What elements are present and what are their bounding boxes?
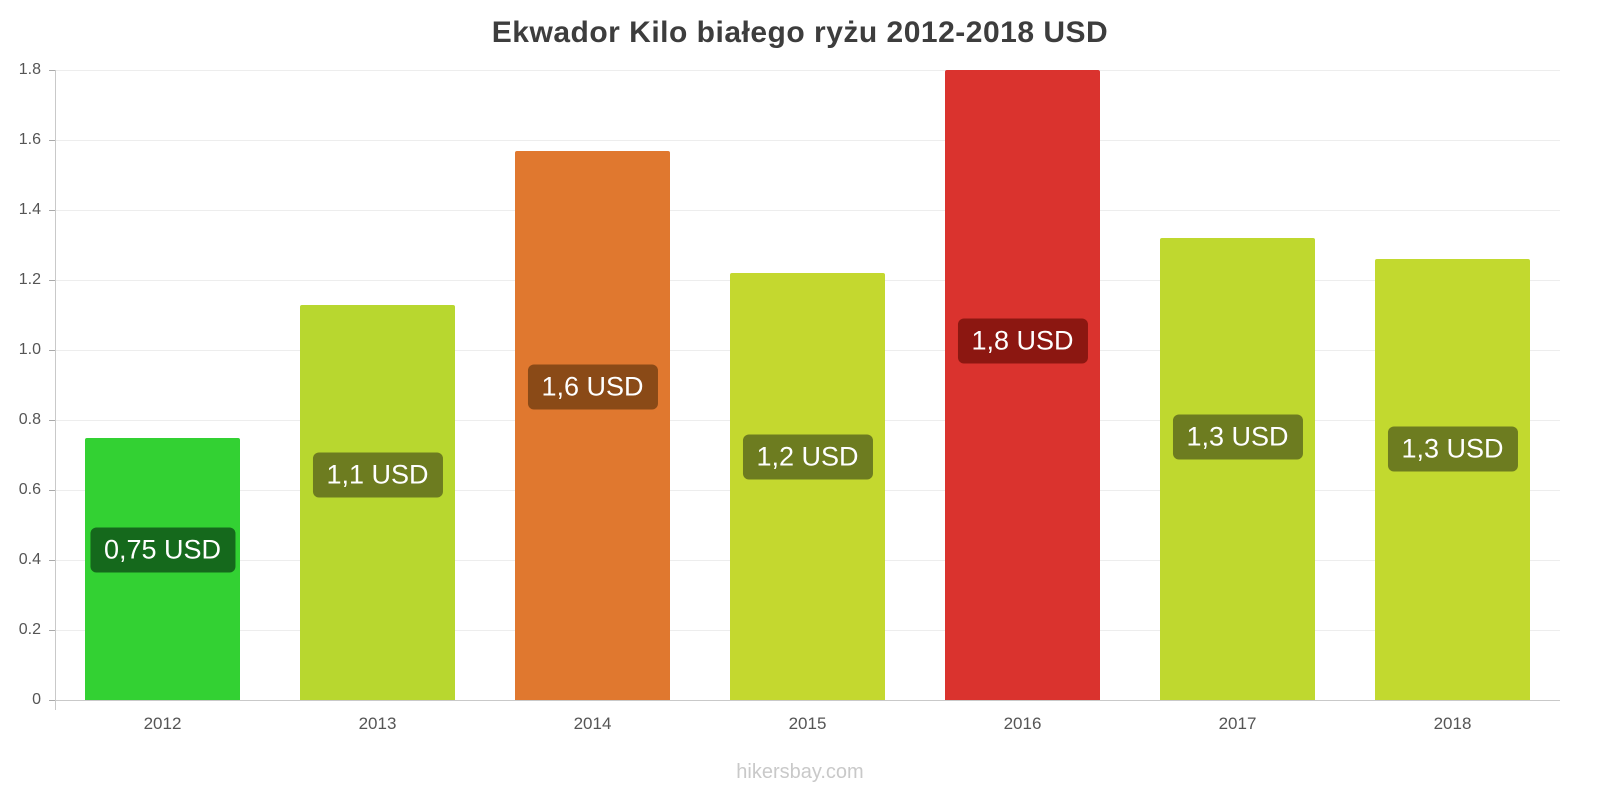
bar-2018: [1375, 259, 1530, 700]
y-tick-mark: [49, 629, 55, 631]
x-axis-line: [55, 700, 1560, 701]
y-tick-mark: [49, 699, 55, 701]
x-tick-label-2012: 2012: [143, 714, 182, 733]
x-tick-label-2017: 2017: [1218, 714, 1257, 733]
y-tick-label: 1.0: [18, 341, 41, 358]
y-tick-mark: [49, 279, 55, 281]
bar-value-label-2014: 1,6 USD: [527, 364, 658, 410]
bar-2016: [945, 70, 1100, 700]
y-tick-label: 0: [32, 691, 41, 708]
y-tick-mark: [49, 139, 55, 141]
y-tick-mark: [49, 69, 55, 71]
gridline: [55, 209, 1560, 211]
bar-2015: [730, 273, 885, 700]
y-tick-label: 1.4: [18, 201, 41, 218]
bar-2017: [1160, 238, 1315, 700]
y-tick-label: 1.8: [18, 61, 41, 78]
y-tick-mark: [49, 349, 55, 351]
y-tick-mark: [49, 559, 55, 561]
bar-value-label-2013: 1,1 USD: [312, 452, 443, 498]
bar-value-label-2018: 1,3 USD: [1387, 426, 1518, 472]
watermark-hikersbay: hikersbay.com: [736, 761, 864, 783]
x-tick-label-2018: 2018: [1433, 714, 1472, 733]
y-tick-label: 0.4: [18, 551, 41, 568]
gridline: [55, 69, 1560, 71]
y-tick-mark: [49, 209, 55, 211]
y-tick-label: 0.2: [18, 621, 41, 638]
y-tick-mark: [49, 489, 55, 491]
x-tick-label-2016: 2016: [1003, 714, 1042, 733]
bar-value-label-2015: 1,2 USD: [742, 434, 873, 480]
bar-value-label-2017: 1,3 USD: [1172, 414, 1303, 460]
gridline: [55, 139, 1560, 141]
y-tick-label: 1.2: [18, 271, 41, 288]
bar-value-label-2012: 0,75 USD: [89, 527, 236, 573]
y-tick-label: 1.6: [18, 131, 41, 148]
y-tick-label: 0.6: [18, 481, 41, 498]
chart-title: Ekwador Kilo białego ryżu 2012-2018 USD: [491, 16, 1109, 49]
bar-value-label-2016: 1,8 USD: [957, 318, 1088, 364]
bar-2013: [300, 304, 455, 700]
x-tick-label-2013: 2013: [358, 714, 397, 733]
x-tick-label-2015: 2015: [788, 714, 827, 733]
x-tick-label-2014: 2014: [573, 714, 612, 733]
bar-2014: [515, 150, 670, 700]
y-tick-mark: [49, 419, 55, 421]
y-axis-line: [55, 70, 56, 710]
y-tick-label: 0.8: [18, 411, 41, 428]
